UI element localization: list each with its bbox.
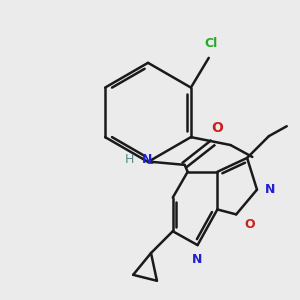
- Text: N: N: [265, 183, 275, 196]
- Text: N: N: [142, 153, 152, 167]
- Text: N: N: [192, 253, 203, 266]
- Text: O: O: [244, 218, 255, 231]
- Text: O: O: [212, 121, 223, 135]
- Text: H: H: [125, 153, 134, 167]
- Text: Cl: Cl: [204, 37, 218, 50]
